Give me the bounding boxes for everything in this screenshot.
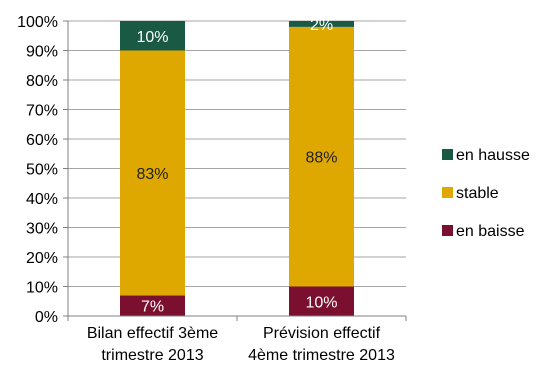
y-tick-label: 30% [26,221,58,238]
x-category-label: Prévision effectif [263,325,381,342]
y-tick-label: 0% [35,309,58,326]
bar-segment-en-baisse [289,286,354,316]
data-labels: 7% 83% 10% 10% 88% 2% [136,17,337,316]
legend-label: stable [456,185,499,202]
x-category-label: Bilan effectif 3ème [87,325,218,342]
legend-swatch [442,187,453,198]
legend-label: en baisse [456,223,525,240]
y-tick-label: 40% [26,191,58,208]
legend-label: en hausse [456,147,530,164]
y-tick-label: 20% [26,250,58,267]
y-tick-label: 50% [26,162,58,179]
y-tick-label: 70% [26,103,58,120]
gridlines [68,20,406,287]
bar-segment-en-hausse [120,21,185,51]
y-tick-label: 100% [17,14,58,31]
bar-segments [120,21,354,316]
bar-segment-en-hausse [289,21,354,27]
y-tick-label: 10% [26,280,58,297]
x-axis: Bilan effectif 3ème trimestre 2013 Prévisi… [67,21,407,364]
bar-segment-stable [289,26,354,287]
bar-segment-en-baisse [120,295,185,316]
x-category-label: 4ème trimestre 2013 [248,347,395,364]
data-label: 10% [305,294,337,311]
legend: en hausse stable en baisse [442,147,530,240]
data-label: 88% [305,150,337,167]
data-label: 7% [141,299,164,316]
y-tick-label: 90% [26,44,58,61]
legend-swatch [442,225,453,236]
data-label: 10% [136,29,168,46]
data-label: 2% [310,17,333,34]
y-tick-label: 80% [26,73,58,90]
bar-segment-stable [120,50,185,296]
legend-swatch [442,149,453,160]
data-label: 83% [136,166,168,183]
x-category-label: trimestre 2013 [101,347,203,364]
y-axis-tick-labels: 0% 10% 20% 30% 40% 50% 60% 70% 80% 90% 100% [17,14,68,326]
y-tick-label: 60% [26,132,58,149]
